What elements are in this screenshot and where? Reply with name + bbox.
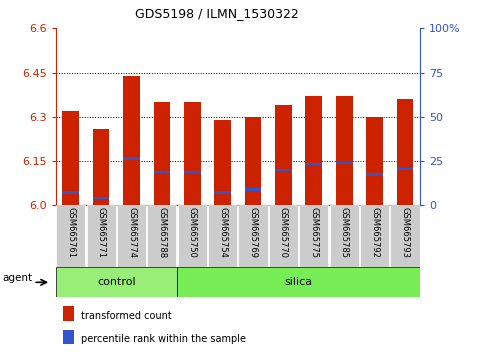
Bar xyxy=(245,188,261,190)
Bar xyxy=(123,157,140,160)
Bar xyxy=(93,129,110,205)
Text: GSM665785: GSM665785 xyxy=(340,207,349,258)
Bar xyxy=(154,171,170,173)
Text: agent: agent xyxy=(3,273,33,283)
Text: silica: silica xyxy=(284,277,313,287)
Bar xyxy=(184,102,200,205)
Bar xyxy=(63,306,74,321)
Bar xyxy=(239,205,268,267)
Text: GSM665788: GSM665788 xyxy=(157,207,167,258)
Bar xyxy=(177,267,420,297)
Bar xyxy=(275,105,292,205)
Text: GSM665792: GSM665792 xyxy=(370,207,379,258)
Bar xyxy=(360,205,389,267)
Bar xyxy=(299,205,328,267)
Bar xyxy=(366,117,383,205)
Bar xyxy=(147,205,176,267)
Bar xyxy=(56,267,177,297)
Bar xyxy=(208,205,237,267)
Text: transformed count: transformed count xyxy=(81,311,172,321)
Text: GSM665770: GSM665770 xyxy=(279,207,288,258)
Text: GSM665774: GSM665774 xyxy=(127,207,136,258)
Bar xyxy=(245,117,261,205)
Bar xyxy=(123,75,140,205)
Bar xyxy=(56,205,85,267)
Bar xyxy=(397,99,413,205)
Text: GSM665771: GSM665771 xyxy=(97,207,106,258)
Bar xyxy=(397,167,413,170)
Bar xyxy=(178,205,207,267)
Bar xyxy=(336,96,353,205)
Bar xyxy=(305,163,322,166)
Bar xyxy=(214,120,231,205)
Bar xyxy=(366,173,383,176)
Text: GSM665750: GSM665750 xyxy=(188,207,197,258)
Bar xyxy=(184,171,200,173)
Text: GSM665775: GSM665775 xyxy=(309,207,318,258)
Bar xyxy=(390,205,420,267)
Text: GSM665754: GSM665754 xyxy=(218,207,227,258)
Bar xyxy=(305,96,322,205)
Bar xyxy=(275,169,292,171)
Bar xyxy=(62,191,79,194)
Bar xyxy=(117,205,146,267)
Bar xyxy=(86,205,116,267)
Bar xyxy=(269,205,298,267)
Bar xyxy=(214,191,231,194)
Text: GSM665761: GSM665761 xyxy=(66,207,75,258)
Text: control: control xyxy=(97,277,136,287)
Text: GDS5198 / ILMN_1530322: GDS5198 / ILMN_1530322 xyxy=(135,7,299,20)
Text: percentile rank within the sample: percentile rank within the sample xyxy=(81,334,246,344)
Text: GSM665769: GSM665769 xyxy=(249,207,257,258)
Bar xyxy=(62,111,79,205)
Bar xyxy=(154,102,170,205)
Bar xyxy=(93,197,110,199)
Bar xyxy=(63,330,74,344)
Bar xyxy=(330,205,359,267)
Text: GSM665793: GSM665793 xyxy=(400,207,410,258)
Bar xyxy=(336,162,353,164)
